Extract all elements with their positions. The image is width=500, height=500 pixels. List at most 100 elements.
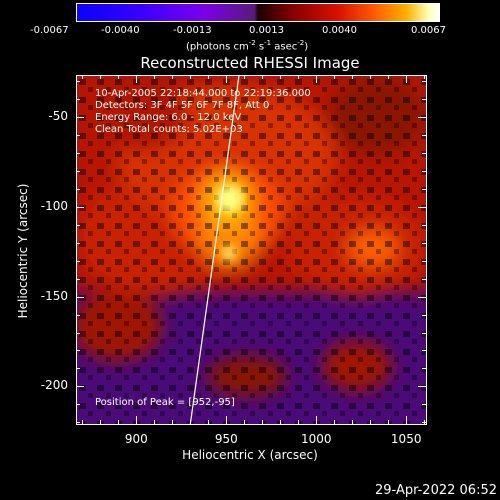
axis-tick-mark — [154, 420, 156, 424]
axis-tick-mark — [422, 260, 426, 262]
axis-tick-mark — [76, 278, 80, 280]
image-plot-svg — [77, 76, 426, 424]
axis-tick-mark — [190, 420, 192, 424]
y-axis-label: Heliocentric Y (arcsec) — [16, 183, 30, 319]
axis-tick-mark — [76, 153, 80, 155]
axis-tick-mark — [280, 75, 282, 79]
axis-tick-mark — [76, 386, 80, 388]
axis-tick-mark — [76, 386, 84, 388]
y-tick-label: -100 — [40, 198, 68, 213]
axis-tick-mark — [76, 242, 80, 244]
axis-tick-mark — [422, 117, 426, 119]
colorbar-tick: 0.0067 — [411, 25, 446, 36]
annotation-detectors: Detectors: 3F 4F 5F 6F 7F 8F, Att 0 — [95, 100, 270, 111]
axis-tick-mark — [208, 420, 210, 424]
axis-tick-mark — [154, 75, 156, 79]
axis-tick-mark — [76, 260, 80, 262]
x-tick-label: 1000 — [300, 432, 332, 446]
axis-tick-mark — [370, 420, 372, 424]
axis-tick-mark — [76, 206, 84, 208]
axis-tick-mark — [334, 75, 336, 79]
timestamp: 29-Apr-2022 06:52 — [375, 483, 497, 498]
x-axis-label: Heliocentric X (arcsec) — [182, 448, 318, 462]
axis-tick-mark — [422, 206, 426, 208]
axis-tick-mark — [422, 171, 426, 173]
axis-tick-mark — [76, 404, 80, 406]
axis-tick-mark — [244, 75, 246, 79]
axis-tick-mark — [422, 404, 426, 406]
axis-tick-mark — [262, 420, 264, 424]
axis-tick-mark — [424, 420, 426, 424]
colorbar-tick: 0.0013 — [249, 25, 284, 36]
heatmap-texture — [77, 76, 426, 424]
axis-tick-mark — [136, 420, 138, 424]
annotation-clean: Clean Total counts: 5.02E+03 — [95, 124, 243, 135]
axis-tick-mark — [76, 224, 80, 226]
axis-tick-mark — [76, 422, 80, 424]
x-tick-label: 950 — [214, 432, 238, 446]
axis-tick-mark — [422, 332, 426, 334]
axis-tick-mark — [76, 368, 80, 370]
axis-tick-mark — [406, 75, 408, 79]
axis-tick-mark — [422, 224, 426, 226]
axis-tick-mark — [136, 75, 138, 79]
colorbar-gradient — [76, 3, 440, 22]
axis-tick-mark — [100, 420, 102, 424]
colorbar-tick: -0.0067 — [30, 25, 69, 36]
plot-title: Reconstructed RHESSI Image — [140, 54, 360, 72]
colorbar-units: (photons cm-2 s-1 asec-2) — [186, 39, 309, 53]
axis-tick-mark — [316, 75, 318, 79]
axis-tick-mark — [136, 75, 138, 83]
axis-tick-mark — [316, 420, 318, 424]
axis-tick-mark — [226, 420, 228, 424]
axis-tick-mark — [76, 206, 80, 208]
axis-tick-mark — [172, 75, 174, 79]
axis-tick-mark — [280, 420, 282, 424]
axis-tick-mark — [76, 296, 84, 298]
axis-tick-mark — [422, 296, 426, 298]
axis-tick-mark — [100, 75, 102, 79]
axis-tick-mark — [262, 75, 264, 79]
axis-tick-mark — [76, 117, 80, 119]
colorbar-tick: -0.0013 — [173, 25, 212, 36]
annotation-peak: Position of Peak = [952,-95] — [95, 397, 235, 408]
axis-tick-mark — [422, 81, 426, 83]
axis-tick-mark — [422, 278, 426, 280]
x-tick-label: 1050 — [390, 432, 422, 446]
axis-tick-mark — [352, 75, 354, 79]
axis-tick-mark — [370, 75, 372, 79]
x-tick-label: 900 — [124, 432, 148, 446]
axis-tick-mark — [422, 99, 426, 101]
axis-tick-mark — [208, 75, 210, 79]
axis-tick-mark — [422, 153, 426, 155]
axis-tick-mark — [244, 420, 246, 424]
axis-tick-mark — [172, 420, 174, 424]
axis-tick-mark — [422, 242, 426, 244]
y-tick-label: -150 — [40, 288, 68, 303]
axis-tick-mark — [406, 420, 408, 424]
axis-tick-mark — [82, 420, 84, 424]
image-plot[interactable] — [77, 76, 426, 424]
axis-tick-mark — [76, 189, 80, 190]
axis-tick-mark — [226, 75, 228, 83]
axis-tick-mark — [76, 350, 80, 352]
axis-tick-mark — [82, 75, 84, 79]
axis-tick-mark — [424, 75, 426, 79]
axis-tick-mark — [76, 117, 84, 119]
axis-tick-mark — [422, 350, 426, 352]
limb-line — [189, 76, 240, 424]
axis-tick-mark — [388, 75, 390, 79]
colorbar-tick: 0.0040 — [322, 25, 357, 36]
axis-tick-mark — [422, 422, 426, 424]
axis-tick-mark — [76, 332, 80, 334]
axis-tick-mark — [388, 420, 390, 424]
axis-tick-mark — [76, 296, 80, 298]
y-tick-label: -50 — [48, 109, 68, 124]
axis-tick-mark — [76, 171, 80, 173]
axis-tick-mark — [76, 99, 80, 101]
axis-tick-mark — [422, 386, 426, 388]
axis-tick-mark — [76, 314, 80, 316]
axis-tick-mark — [118, 420, 120, 424]
axis-tick-mark — [422, 135, 426, 137]
axis-tick-mark — [190, 75, 192, 79]
